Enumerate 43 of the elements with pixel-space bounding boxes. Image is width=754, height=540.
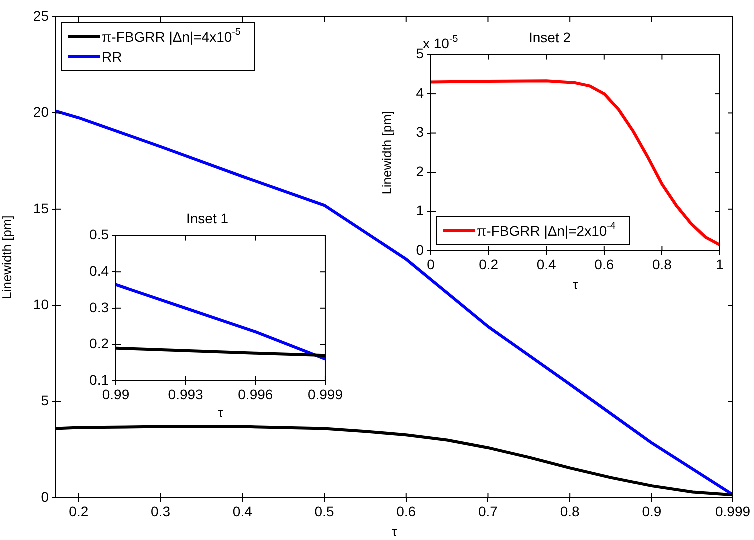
y-axis-title: Linewidth [pm] [0,216,14,300]
x-axis-title: τ [572,276,579,292]
y-tick-label: 2 [416,163,424,180]
y-tick-label: 4 [416,84,424,101]
y-tick-label: 0 [41,488,50,505]
x-axis-title: τ [392,524,398,539]
y-tick-label: 3 [416,124,424,140]
y-tick-label: 5 [416,46,424,62]
legend-label: RR [102,48,122,65]
x-tick-label: 0.9 [642,503,662,520]
x-axis-title: τ [218,404,224,420]
x-tick-label: 0.8 [652,256,672,272]
x-tick-label: 0.5 [314,503,334,520]
x-tick-label: 0 [427,256,436,272]
y-axis-title: Linewidth [pm] [379,110,394,195]
x-tick-label: 0.6 [396,503,416,520]
y-tick-label: 0.1 [90,372,110,388]
y-tick-label: 1 [416,202,424,219]
chart-title: Inset 2 [528,29,572,46]
x-tick-label: 0.4 [536,256,557,272]
y-tick-label: 20 [33,104,50,120]
x-tick-label: 0.99 [102,386,130,402]
y-tick-label: 0.5 [90,226,110,243]
x-tick-label: 0.6 [594,256,614,272]
x-tick-label: 0.3 [151,503,171,520]
y-tick-label: 15 [33,200,50,216]
x-tick-label: 0.999 [308,386,344,402]
y-tick-label: 25 [33,8,50,24]
x-tick-label: 0.2 [69,503,89,520]
y-tick-label: 0.3 [90,299,110,316]
x-tick-label: 0.999 [715,503,751,520]
y-tick-label: 0.2 [90,336,110,352]
x-tick-label: 1 [716,256,724,272]
x-tick-label: 0.7 [478,503,498,520]
x-tick-label: 0.8 [560,503,580,520]
x-tick-label: 0.2 [479,256,499,272]
y-tick-label: 5 [41,392,50,409]
chart-title: Inset 1 [186,210,229,226]
x-tick-label: 0.4 [232,503,253,520]
x-tick-label: 0.993 [168,386,204,402]
x-tick-label: 0.996 [238,386,274,402]
y-tick-label: 10 [33,296,50,312]
y-tick-label: 0 [416,242,424,258]
